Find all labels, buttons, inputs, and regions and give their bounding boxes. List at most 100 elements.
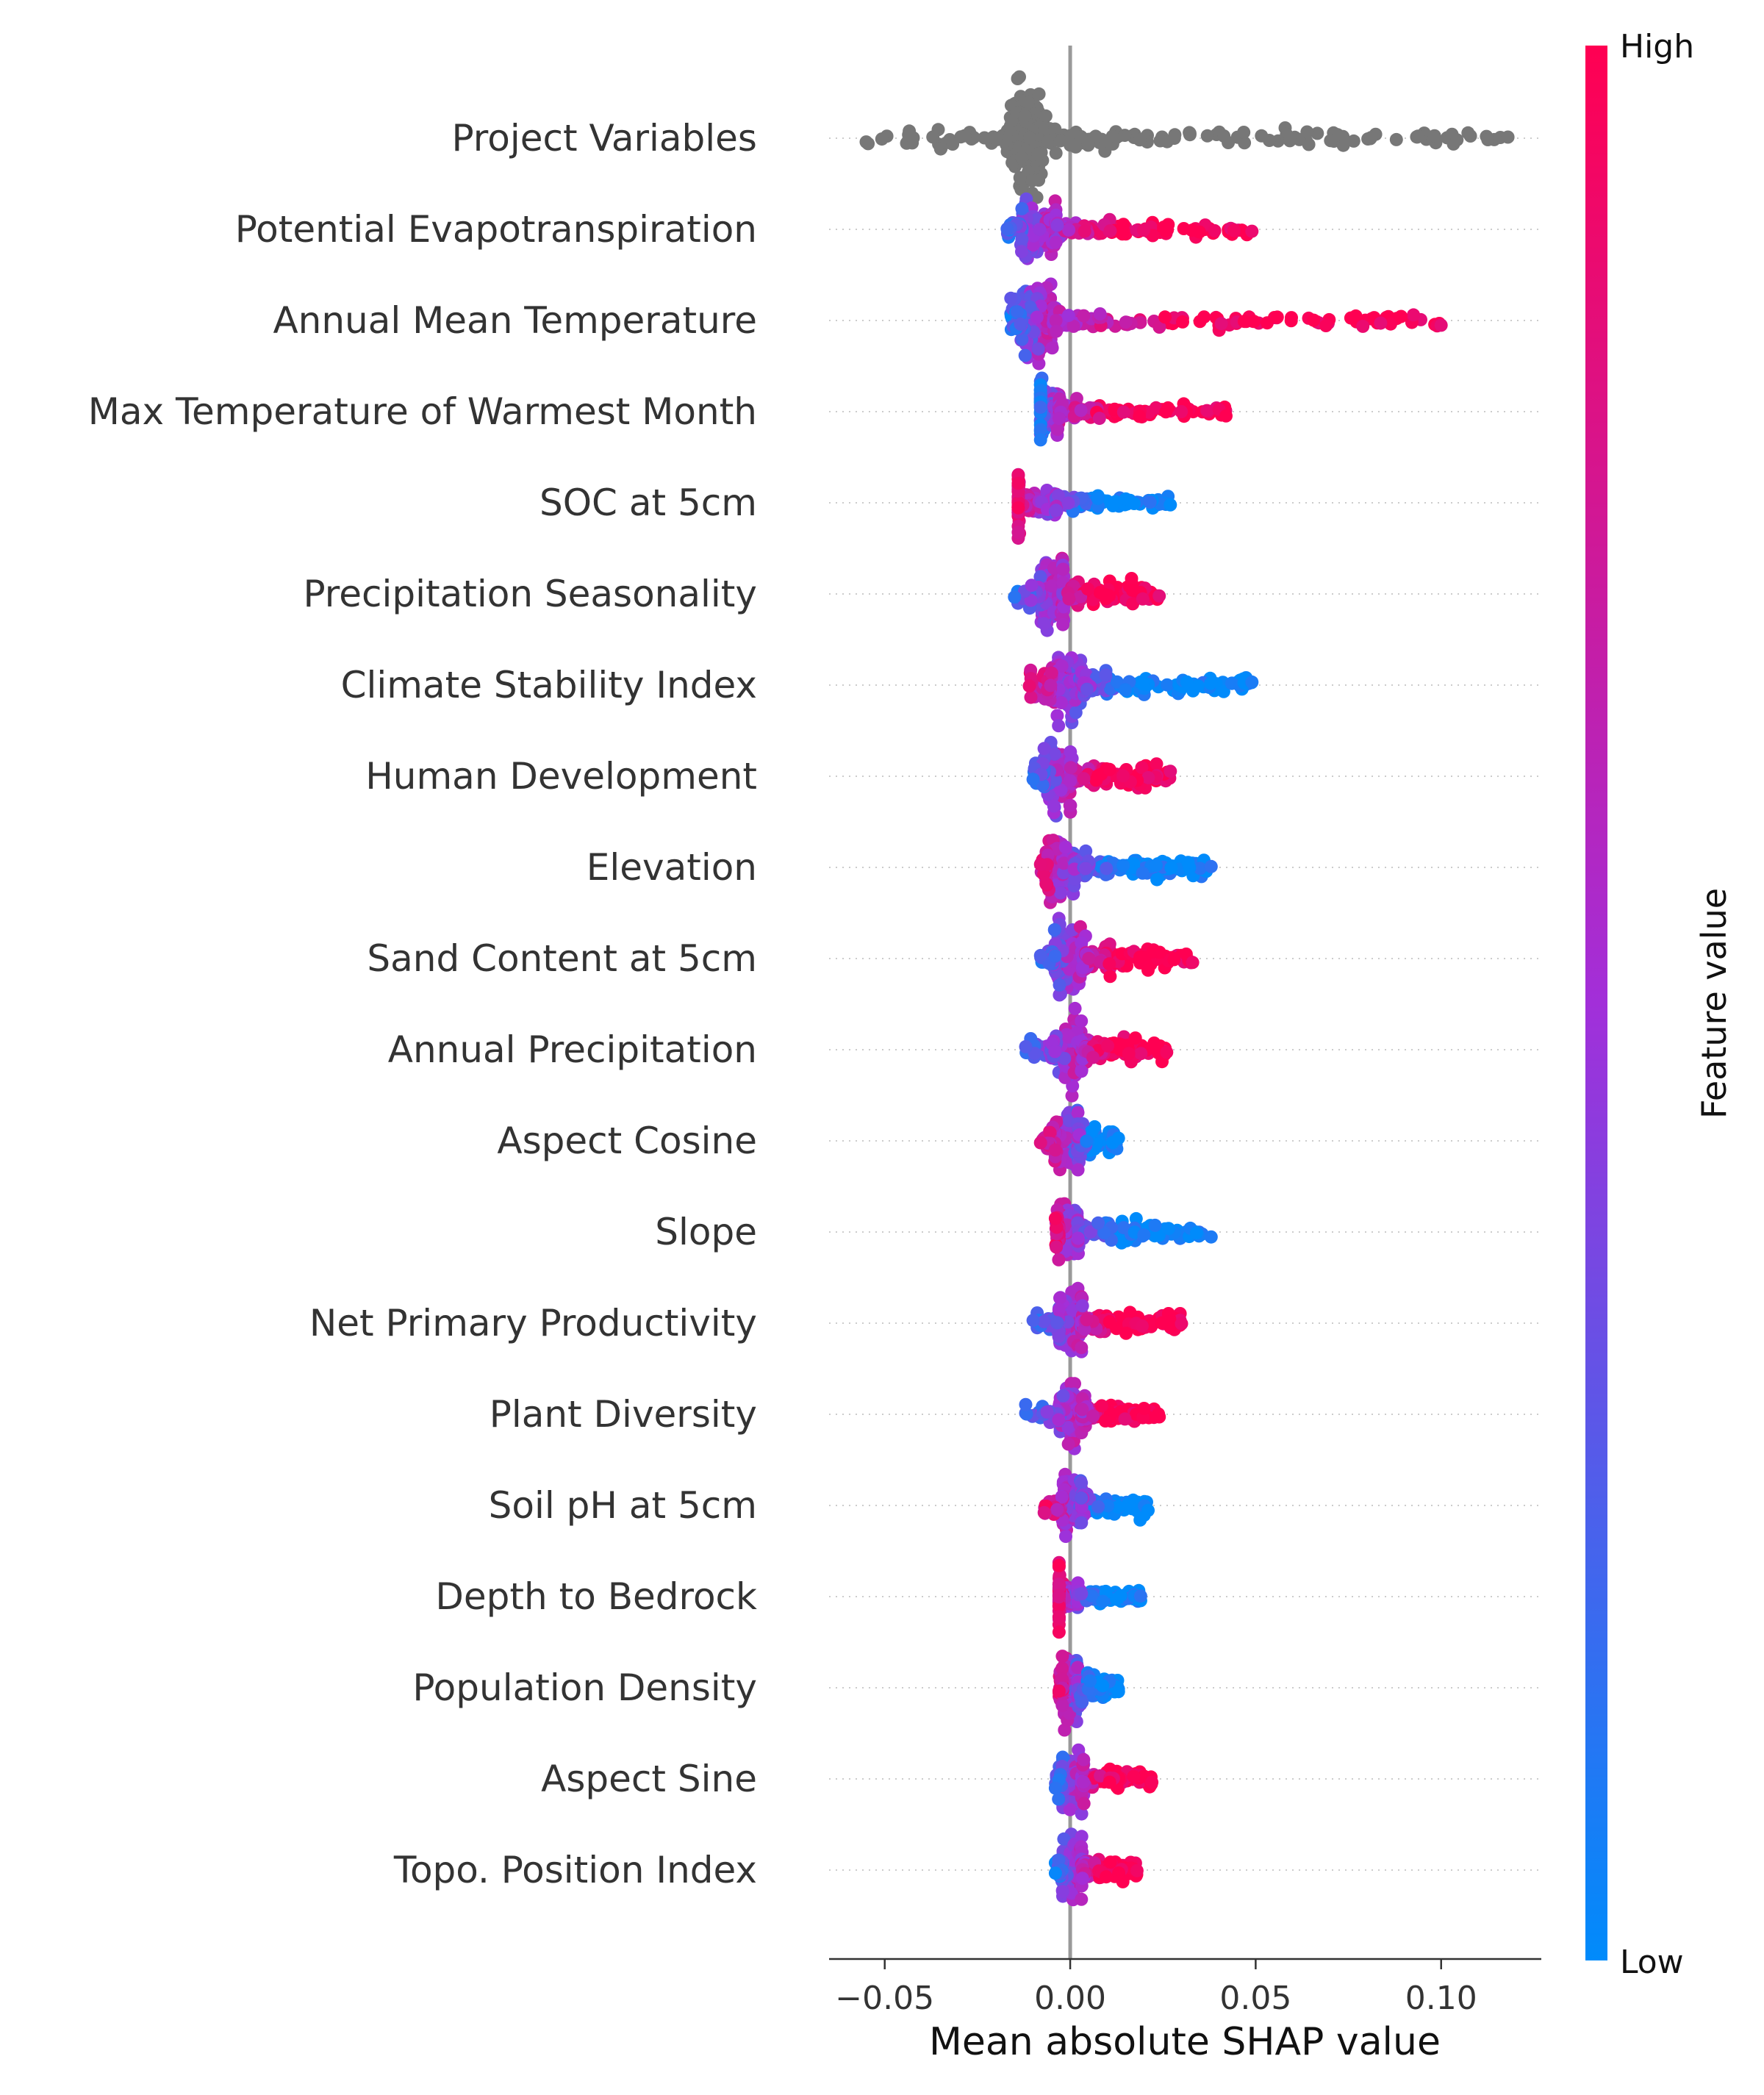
shap-point <box>1014 317 1028 331</box>
shap-point <box>1136 866 1150 880</box>
shap-point <box>946 137 960 151</box>
shap-point <box>990 132 1003 146</box>
shap-point <box>1022 679 1036 693</box>
shap-point <box>1058 840 1072 854</box>
shap-point <box>1055 659 1069 673</box>
shap-point <box>1041 135 1054 148</box>
shap-point <box>1049 235 1063 249</box>
shap-point <box>1078 224 1091 238</box>
shap-point <box>1059 1530 1072 1543</box>
shap-point <box>1048 1211 1062 1225</box>
shap-point <box>1048 1045 1062 1059</box>
shap-point <box>1100 862 1114 875</box>
shap-point <box>1052 412 1066 426</box>
shap-point <box>1164 764 1177 778</box>
shap-point <box>1075 1491 1089 1505</box>
shap-point <box>1044 666 1058 680</box>
shap-point <box>1481 133 1495 146</box>
shap-point <box>1158 224 1172 238</box>
shap-point <box>1091 492 1105 506</box>
shap-point <box>1255 129 1269 143</box>
shap-point <box>1052 1253 1066 1267</box>
shap-point <box>1102 957 1116 971</box>
shap-point <box>1122 1047 1136 1061</box>
shap-point <box>1219 409 1233 423</box>
shap-point <box>1049 314 1063 328</box>
shap-point <box>1102 1315 1116 1329</box>
shap-point <box>1054 783 1068 797</box>
shap-point <box>1152 320 1166 334</box>
shap-point <box>1004 291 1018 305</box>
shap-point <box>1066 319 1080 333</box>
shap-point <box>1022 96 1035 110</box>
shap-point <box>1216 684 1230 698</box>
shap-point <box>1032 87 1046 101</box>
shap-point <box>1023 300 1037 314</box>
shap-point <box>1192 225 1206 239</box>
shap-point <box>1186 956 1200 970</box>
shap-point <box>1050 1316 1064 1330</box>
shap-point <box>1122 1497 1136 1511</box>
shap-point <box>1164 498 1177 512</box>
shap-point <box>1450 133 1464 147</box>
shap-point <box>1049 504 1063 518</box>
shap-point <box>1133 950 1147 964</box>
shap-point <box>1064 761 1078 775</box>
shap-point <box>1191 679 1205 693</box>
shap-point <box>1160 678 1174 692</box>
shap-point <box>1411 129 1425 143</box>
shap-point <box>1245 675 1259 689</box>
shap-point <box>1069 140 1083 154</box>
shap-point <box>1053 978 1066 992</box>
shap-point <box>1033 948 1047 962</box>
shap-point <box>926 130 940 144</box>
shap-point <box>1081 582 1094 596</box>
shap-point <box>1033 401 1047 415</box>
shap-point <box>1162 1318 1176 1332</box>
shap-point <box>1074 404 1088 418</box>
shap-point <box>1011 501 1025 515</box>
shap-point <box>1080 682 1094 696</box>
shap-point <box>1091 1500 1105 1514</box>
shap-point <box>1099 668 1113 682</box>
shap-point <box>1080 1313 1094 1327</box>
shap-point <box>1160 1045 1174 1059</box>
shap-point <box>1050 324 1064 338</box>
shap-point <box>1146 945 1160 959</box>
shap-point <box>1005 114 1019 128</box>
shap-point <box>1091 769 1105 783</box>
shap-point <box>1164 861 1178 875</box>
shap-point <box>1014 151 1028 165</box>
shap-point <box>1052 1413 1066 1427</box>
shap-point <box>1057 866 1070 880</box>
shap-point <box>1061 1437 1075 1451</box>
shap-point <box>1033 423 1047 437</box>
shap-point <box>1141 1503 1155 1517</box>
shap-point <box>1011 476 1025 490</box>
shap-point <box>1307 313 1321 327</box>
shap-point <box>1098 144 1112 158</box>
shap-point <box>1053 988 1066 1002</box>
shap-point <box>1062 592 1076 606</box>
shap-point <box>1008 590 1022 604</box>
shap-point <box>1167 953 1181 967</box>
shap-point <box>1135 1319 1149 1333</box>
shap-point <box>1050 1503 1064 1516</box>
shap-point <box>1461 126 1475 140</box>
shap-point <box>1019 1397 1033 1411</box>
shap-point <box>1062 223 1076 237</box>
shap-point <box>1026 773 1040 787</box>
shap-point <box>1075 1516 1089 1530</box>
shap-point <box>1023 131 1036 145</box>
shap-point <box>902 128 916 142</box>
shap-point <box>1384 317 1397 331</box>
shap-point <box>1094 1399 1108 1413</box>
shap-point <box>1018 348 1032 362</box>
shap-point <box>1075 1299 1089 1313</box>
shap-point <box>1311 126 1324 140</box>
shap-point <box>1086 1409 1100 1423</box>
shap-point <box>1018 110 1032 123</box>
shap-point <box>1030 190 1044 204</box>
shap-point <box>1026 1314 1040 1328</box>
shap-point <box>1300 125 1314 139</box>
